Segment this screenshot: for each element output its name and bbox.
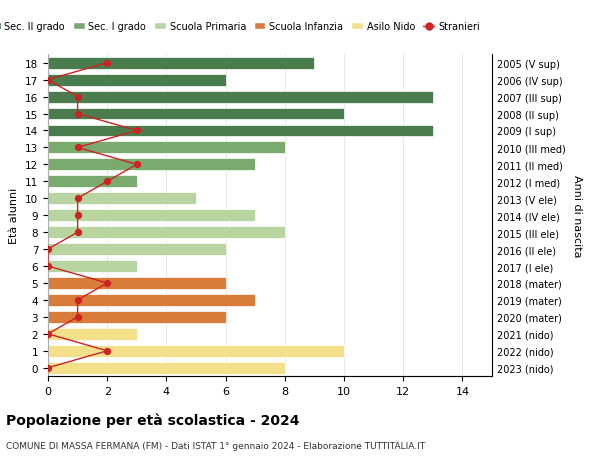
Point <box>103 280 112 287</box>
Point <box>73 297 82 304</box>
Point <box>73 94 82 101</box>
Bar <box>48 362 285 374</box>
Point <box>43 246 53 253</box>
Point <box>132 128 142 135</box>
Y-axis label: Età alunni: Età alunni <box>10 188 19 244</box>
Bar <box>48 142 285 154</box>
Bar <box>48 277 226 289</box>
Text: COMUNE DI MASSA FERMANA (FM) - Dati ISTAT 1° gennaio 2024 - Elaborazione TUTTITA: COMUNE DI MASSA FERMANA (FM) - Dati ISTA… <box>6 441 425 450</box>
Y-axis label: Anni di nascita: Anni di nascita <box>572 174 582 257</box>
Point <box>73 111 82 118</box>
Point <box>103 178 112 185</box>
Point <box>73 212 82 219</box>
Legend: Sec. II grado, Sec. I grado, Scuola Primaria, Scuola Infanzia, Asilo Nido, Stran: Sec. II grado, Sec. I grado, Scuola Prim… <box>0 18 484 36</box>
Bar <box>48 210 255 222</box>
Point <box>43 330 53 338</box>
Bar <box>48 244 226 256</box>
Bar <box>48 311 226 323</box>
Point <box>73 195 82 202</box>
Bar <box>48 193 196 205</box>
Point <box>43 364 53 372</box>
Text: Popolazione per età scolastica - 2024: Popolazione per età scolastica - 2024 <box>6 413 299 428</box>
Point <box>43 263 53 270</box>
Bar <box>48 227 285 239</box>
Point <box>43 77 53 84</box>
Bar <box>48 125 433 137</box>
Bar <box>48 294 255 306</box>
Point <box>73 229 82 236</box>
Bar <box>48 345 344 357</box>
Point <box>103 347 112 355</box>
Bar <box>48 159 255 171</box>
Bar <box>48 58 314 69</box>
Bar <box>48 74 226 86</box>
Point <box>132 161 142 168</box>
Bar <box>48 261 137 272</box>
Bar <box>48 108 344 120</box>
Point <box>73 313 82 321</box>
Bar <box>48 328 137 340</box>
Point <box>103 60 112 67</box>
Bar <box>48 91 433 103</box>
Point <box>73 145 82 152</box>
Bar <box>48 176 137 188</box>
